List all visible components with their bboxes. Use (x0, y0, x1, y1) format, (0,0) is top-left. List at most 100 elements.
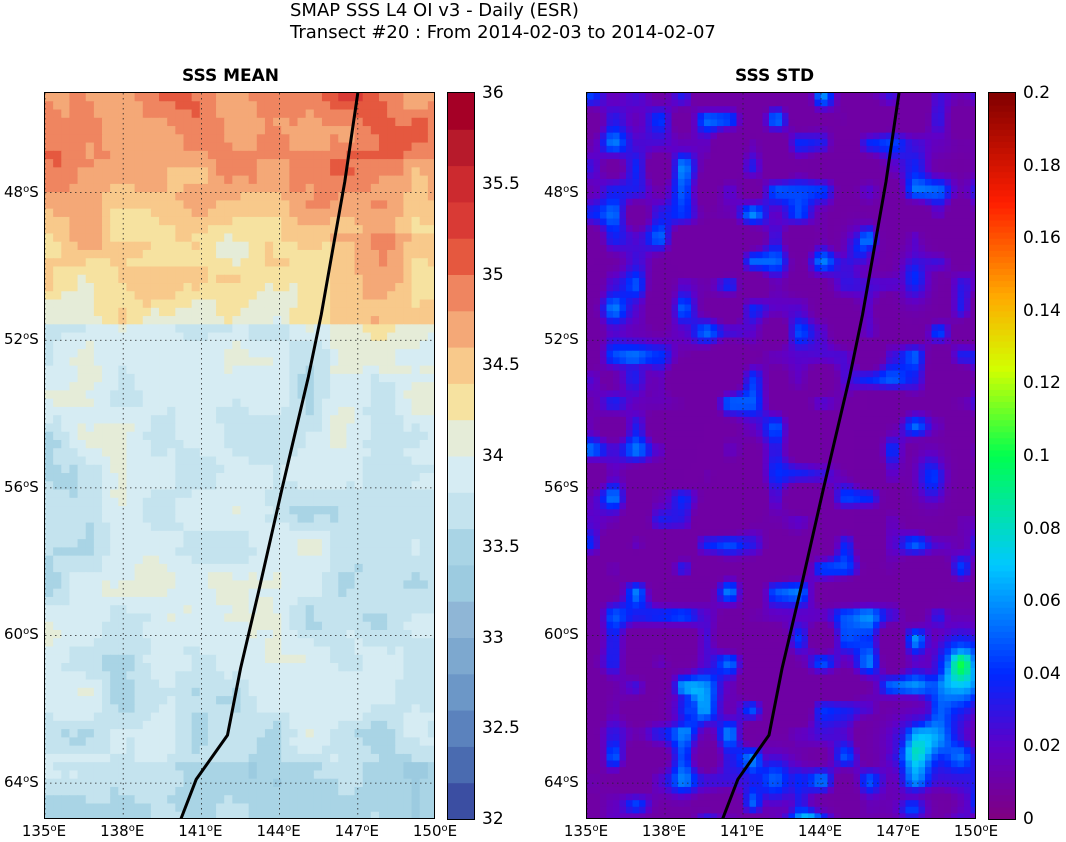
mean-cell (362, 687, 372, 697)
mean-cell (305, 588, 315, 598)
mean-cell (313, 225, 323, 235)
mean-cell (297, 621, 307, 631)
mean-cell (354, 547, 364, 557)
mean-cell (273, 530, 282, 540)
mean-cell (419, 431, 429, 441)
mean-cell (224, 431, 233, 441)
mean-cell (427, 679, 434, 689)
mean-cell (61, 555, 71, 565)
mean-cell (150, 299, 160, 309)
std-cell (593, 119, 601, 127)
mean-cell (354, 663, 364, 672)
mean-cell (281, 283, 290, 292)
mean-cell (305, 704, 315, 714)
mean-cell (403, 274, 413, 284)
mean-cell (248, 101, 258, 111)
mean-cell (167, 778, 176, 788)
mean-cell (150, 415, 160, 425)
mean-cell (134, 811, 144, 818)
mean-cell (321, 720, 331, 730)
std-cell (970, 132, 975, 140)
mean-cell (427, 126, 434, 135)
std-cell (814, 93, 822, 101)
mean-cell (224, 382, 233, 392)
mean-cell (85, 712, 95, 722)
mean-cell (93, 737, 103, 747)
mean-cell (427, 357, 434, 367)
mean-cell (150, 93, 160, 102)
mean-cell (289, 489, 299, 499)
mean-cell (118, 786, 128, 796)
mean-cell (118, 753, 128, 763)
mean-cell (273, 258, 282, 268)
mean-cell (354, 390, 364, 400)
mean-cell (69, 778, 79, 788)
mean-cell (321, 448, 331, 458)
mean-cell (118, 654, 128, 664)
mean-cell (240, 249, 250, 259)
mean-cell (69, 183, 79, 193)
std-cell (691, 106, 699, 114)
mean-cell (387, 382, 396, 392)
std-cell (782, 93, 790, 101)
mean-cell (403, 233, 413, 243)
mean-cell (110, 663, 119, 672)
mean-cell (93, 448, 103, 458)
mean-cell (53, 489, 62, 499)
mean-cell (240, 629, 250, 639)
mean-cell (77, 109, 87, 119)
mean-cell (362, 456, 372, 466)
mean-cell (419, 629, 429, 639)
mean-cell (232, 142, 242, 152)
mean-cell (159, 489, 168, 499)
mean-cell (159, 93, 168, 102)
mean-cell (338, 795, 347, 805)
mean-cell (354, 431, 364, 441)
mean-cell (346, 646, 356, 656)
mean-cell (77, 423, 87, 433)
mean-cell (297, 101, 307, 111)
mean-cell (167, 596, 176, 606)
mean-cell (256, 745, 266, 755)
mean-cell (69, 621, 79, 631)
mean-cell (150, 266, 160, 276)
std-cell (606, 106, 614, 114)
mean-cell (411, 109, 421, 119)
mean-cell (69, 291, 79, 301)
mean-cell (354, 605, 364, 615)
mean-cell (419, 183, 429, 193)
mean-cell (264, 175, 274, 185)
mean-cell (93, 704, 103, 714)
mean-cell (321, 299, 331, 309)
mean-cell (419, 638, 429, 648)
mean-cell (354, 183, 364, 193)
std-cell (788, 152, 796, 160)
mean-cell (85, 150, 95, 160)
mean-cell (281, 613, 290, 623)
mean-cell (183, 811, 193, 818)
mean-cell (321, 621, 331, 631)
mean-cell (191, 613, 201, 623)
std-cell (918, 139, 926, 147)
std-cell (671, 139, 679, 147)
mean-cell (207, 671, 217, 681)
mean-cell (159, 563, 168, 573)
mean-cell (207, 175, 217, 185)
mean-cell (207, 340, 217, 350)
mean-cell (330, 729, 339, 738)
mean-cell (264, 142, 274, 152)
std-cell (905, 99, 913, 107)
mean-cell (411, 241, 421, 251)
mean-cell (207, 109, 217, 119)
mean-cell (53, 729, 62, 738)
mean-cell (240, 167, 250, 177)
mean-cell (45, 778, 54, 788)
std-cell (723, 165, 731, 173)
mean-cell (102, 357, 111, 367)
mean-cell (256, 555, 266, 565)
mean-cell (199, 415, 209, 425)
mean-cell (362, 605, 372, 615)
mean-cell (45, 415, 54, 425)
mean-cell (273, 737, 282, 747)
mean-cell (297, 605, 307, 615)
